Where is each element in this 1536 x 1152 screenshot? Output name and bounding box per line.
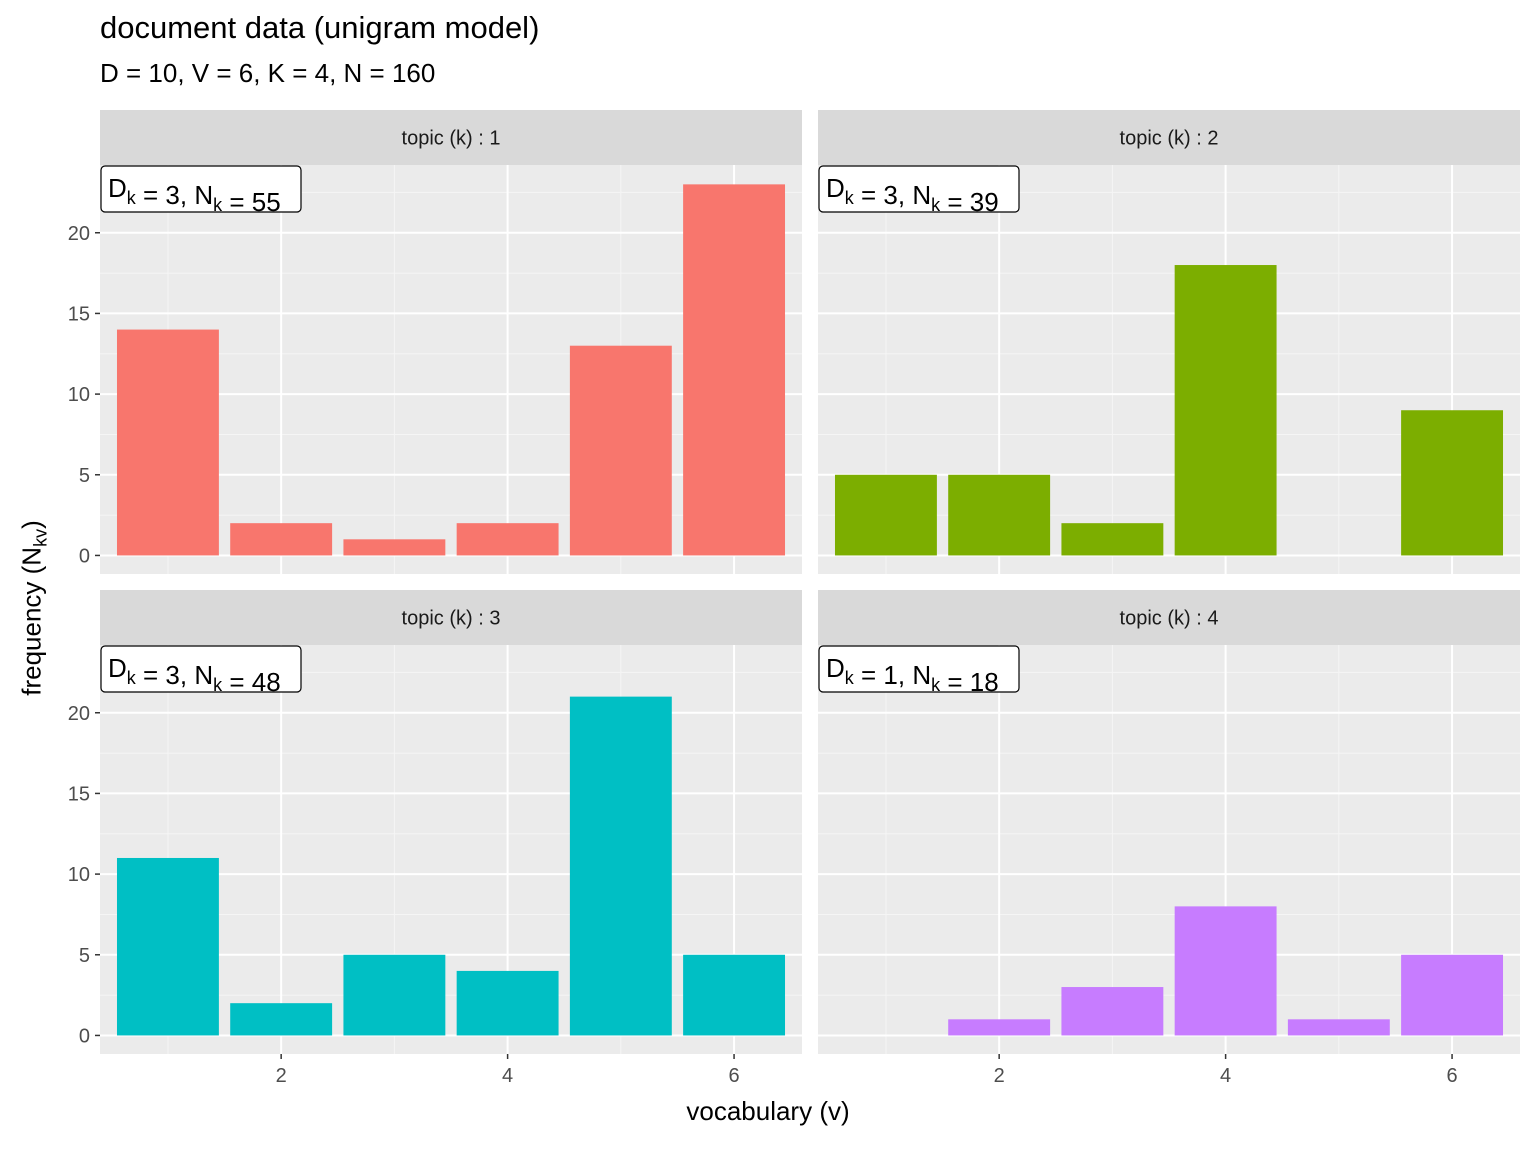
bar (116, 329, 219, 556)
x-tick-label: 2 (276, 1065, 287, 1087)
strip-label: topic (k) : 4 (1120, 608, 1219, 630)
bar (569, 345, 672, 556)
x-tick-label: 4 (1220, 1065, 1231, 1087)
annotation-subscript: k (127, 668, 137, 688)
y-tick-label: 20 (68, 223, 90, 245)
bar (1061, 523, 1164, 556)
annotation-box (100, 165, 302, 213)
y-tick-label: 20 (68, 703, 90, 725)
annotation-text: Dk = 3, Nk = 39 (826, 173, 999, 217)
bar (456, 523, 559, 556)
annotation-segment: N (194, 180, 213, 210)
bar (1174, 265, 1277, 556)
y-axis-label-tail: ) (16, 520, 47, 529)
y-axis-label-sub: kv (30, 528, 51, 547)
y-axis-label: frequency (Nkv) (16, 520, 51, 696)
bar (116, 857, 219, 1036)
annotation-subscript: k (931, 195, 941, 215)
y-tick-label: 0 (79, 545, 90, 567)
y-axis-label-main: frequency (N (16, 546, 47, 696)
x-axis-label: vocabulary (v) (686, 1096, 850, 1126)
annotation-segment: = 48 (222, 667, 281, 697)
annotation-subscript: k (213, 675, 223, 695)
strip-label: topic (k) : 1 (402, 128, 501, 150)
annotation-segment: = 3, (136, 180, 195, 210)
annotation-text: Dk = 1, Nk = 18 (826, 653, 999, 697)
bar (569, 696, 672, 1036)
strip-background (100, 590, 802, 645)
annotation-segment: N (194, 660, 213, 690)
annotation-segment: D (108, 653, 127, 683)
annotation-subscript: k (213, 195, 223, 215)
x-tick-label: 6 (729, 1065, 740, 1087)
annotation-segment: D (826, 173, 845, 203)
bar (683, 954, 786, 1036)
chart-subtitle: D = 10, V = 6, K = 4, N = 160 (100, 58, 436, 88)
bar (1287, 1019, 1390, 1036)
y-tick-label: 15 (68, 783, 90, 805)
bar (948, 474, 1051, 556)
bar (230, 523, 333, 556)
bar (1174, 906, 1277, 1036)
bar (1061, 987, 1164, 1036)
bar (1401, 410, 1504, 556)
annotation-segment: D (826, 653, 845, 683)
annotation-segment: = 3, (854, 180, 913, 210)
bar (1401, 954, 1504, 1036)
bar (834, 474, 937, 556)
annotation-box (818, 645, 1020, 693)
y-tick-label: 5 (79, 945, 90, 967)
annotation-segment: = 55 (222, 187, 281, 217)
strip-label: topic (k) : 3 (402, 608, 501, 630)
x-tick-label: 2 (994, 1065, 1005, 1087)
y-tick-label: 10 (68, 864, 90, 886)
x-tick-label: 6 (1447, 1065, 1458, 1087)
annotation-segment: N (912, 180, 931, 210)
panel-topic-4: topic (k) : 4 Dk = 1, Nk = 18 2 4 6 (818, 590, 1520, 1087)
y-tick-label: 0 (79, 1025, 90, 1047)
annotation-text: Dk = 3, Nk = 55 (108, 173, 281, 217)
strip-background (100, 110, 802, 165)
annotation-segment: = 18 (940, 667, 999, 697)
annotation-box (818, 165, 1020, 213)
annotation-box (100, 645, 302, 693)
annotation-segment: = 3, (136, 660, 195, 690)
bar (230, 1003, 333, 1036)
annotation-subscript: k (931, 675, 941, 695)
panel-topic-2: topic (k) : 2 Dk = 3, Nk = 39 (818, 110, 1520, 574)
annotation-segment: D (108, 173, 127, 203)
y-tick-label: 10 (68, 384, 90, 406)
bar (456, 970, 559, 1036)
annotation-segment: N (912, 660, 931, 690)
annotation-segment: = 39 (940, 187, 999, 217)
chart-title: document data (unigram model) (100, 10, 540, 45)
panel-topic-3: topic (k) : 3 Dk = 3, Nk = 48 0 5 10 15 20 2 4 6 (68, 590, 802, 1087)
y-tick-label: 15 (68, 303, 90, 325)
bar (948, 1019, 1051, 1036)
panel-topic-1: topic (k) : 1 Dk = 3, Nk = 55 0 5 10 15 20 (68, 110, 802, 574)
annotation-subscript: k (127, 188, 137, 208)
annotation-subscript: k (845, 188, 855, 208)
strip-background (818, 590, 1520, 645)
x-tick-label: 4 (502, 1065, 513, 1087)
strip-label: topic (k) : 2 (1120, 128, 1219, 150)
bar (343, 954, 446, 1036)
annotation-subscript: k (845, 668, 855, 688)
y-tick-label: 5 (79, 465, 90, 487)
bar (343, 539, 446, 556)
annotation-text: Dk = 3, Nk = 48 (108, 653, 281, 697)
annotation-segment: = 1, (854, 660, 913, 690)
bar (683, 184, 786, 556)
strip-background (818, 110, 1520, 165)
